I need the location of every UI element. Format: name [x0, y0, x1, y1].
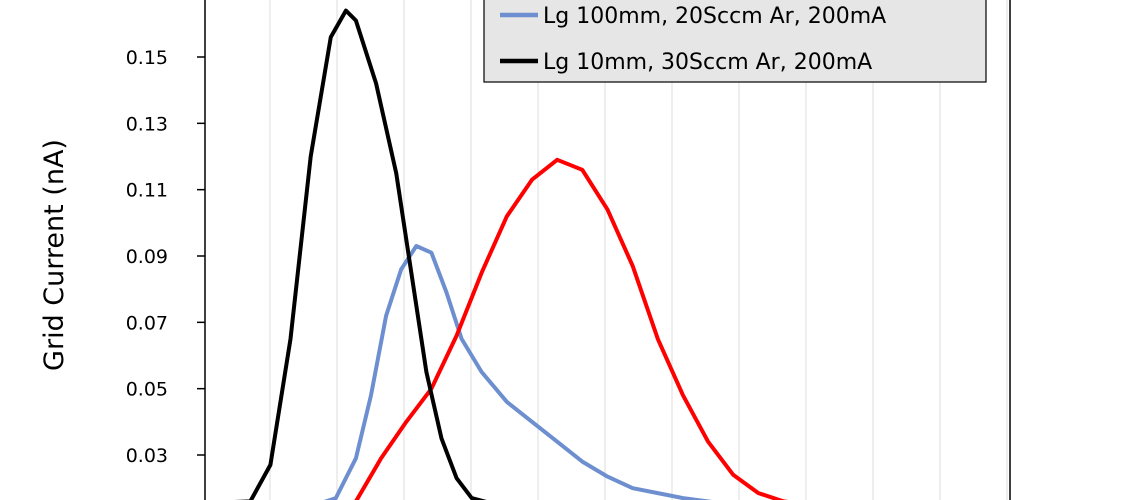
legend-entries: Lg 100mm, 20Sccm Ar, 200mA Lg 10mm, 30Scc…	[500, 4, 886, 75]
legend-label: Lg 10mm, 30Sccm Ar, 200mA	[543, 50, 872, 75]
gridlines	[269, 0, 1008, 500]
y-tick-label: 0.11	[126, 180, 168, 202]
y-tick-label: 0.03	[126, 445, 168, 467]
legend-box	[483, 0, 987, 83]
legend: Lg 100mm, 20Sccm Ar, 200mA Lg 10mm, 30Scc…	[483, 0, 987, 83]
series-line-0	[323, 244, 713, 500]
legend-label: Lg 100mm, 20Sccm Ar, 200mA	[543, 4, 886, 29]
series-line-2	[234, 8, 487, 500]
y-axis-ticks: 0.03 0.05 0.07 0.09 0.11 0.13 0.15 0.17	[126, 0, 205, 467]
y-tick-label: 0.15	[126, 47, 168, 69]
series-layer	[234, 8, 789, 500]
y-tick-label: 0.09	[126, 246, 168, 268]
y-tick-label: 0.17	[126, 0, 168, 3]
y-axis-title: Grid Current (nA)	[39, 139, 70, 371]
series-line-1	[353, 157, 789, 500]
y-tick-label: 0.05	[126, 379, 168, 401]
y-tick-label: 0.13	[126, 113, 168, 135]
y-tick-label: 0.07	[126, 312, 168, 334]
